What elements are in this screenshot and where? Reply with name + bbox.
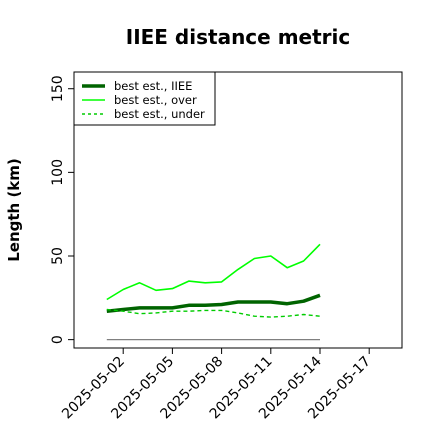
chart-title: IIEE distance metric xyxy=(126,25,350,49)
plot-area xyxy=(73,71,403,349)
series-line-0 xyxy=(106,293,321,313)
series-layer xyxy=(106,243,321,341)
legend-box xyxy=(73,71,216,126)
y-axis: 0 50 100 150 xyxy=(50,75,74,344)
y-tick-label: 50 xyxy=(50,247,66,265)
x-axis: 2025-05-022025-05-052025-05-082025-05-11… xyxy=(59,348,374,422)
legend-label: best est., IIEE xyxy=(114,79,192,93)
legend-label: best est., over xyxy=(114,93,197,107)
series-line-1 xyxy=(106,243,321,301)
series-line-2 xyxy=(106,308,321,318)
y-tick-label: 100 xyxy=(50,159,66,186)
y-axis-label: Length (km) xyxy=(5,158,23,262)
y-tick-label: 150 xyxy=(50,75,66,102)
legend-label: best est., under xyxy=(114,107,205,121)
y-tick-label: 0 xyxy=(50,335,66,344)
